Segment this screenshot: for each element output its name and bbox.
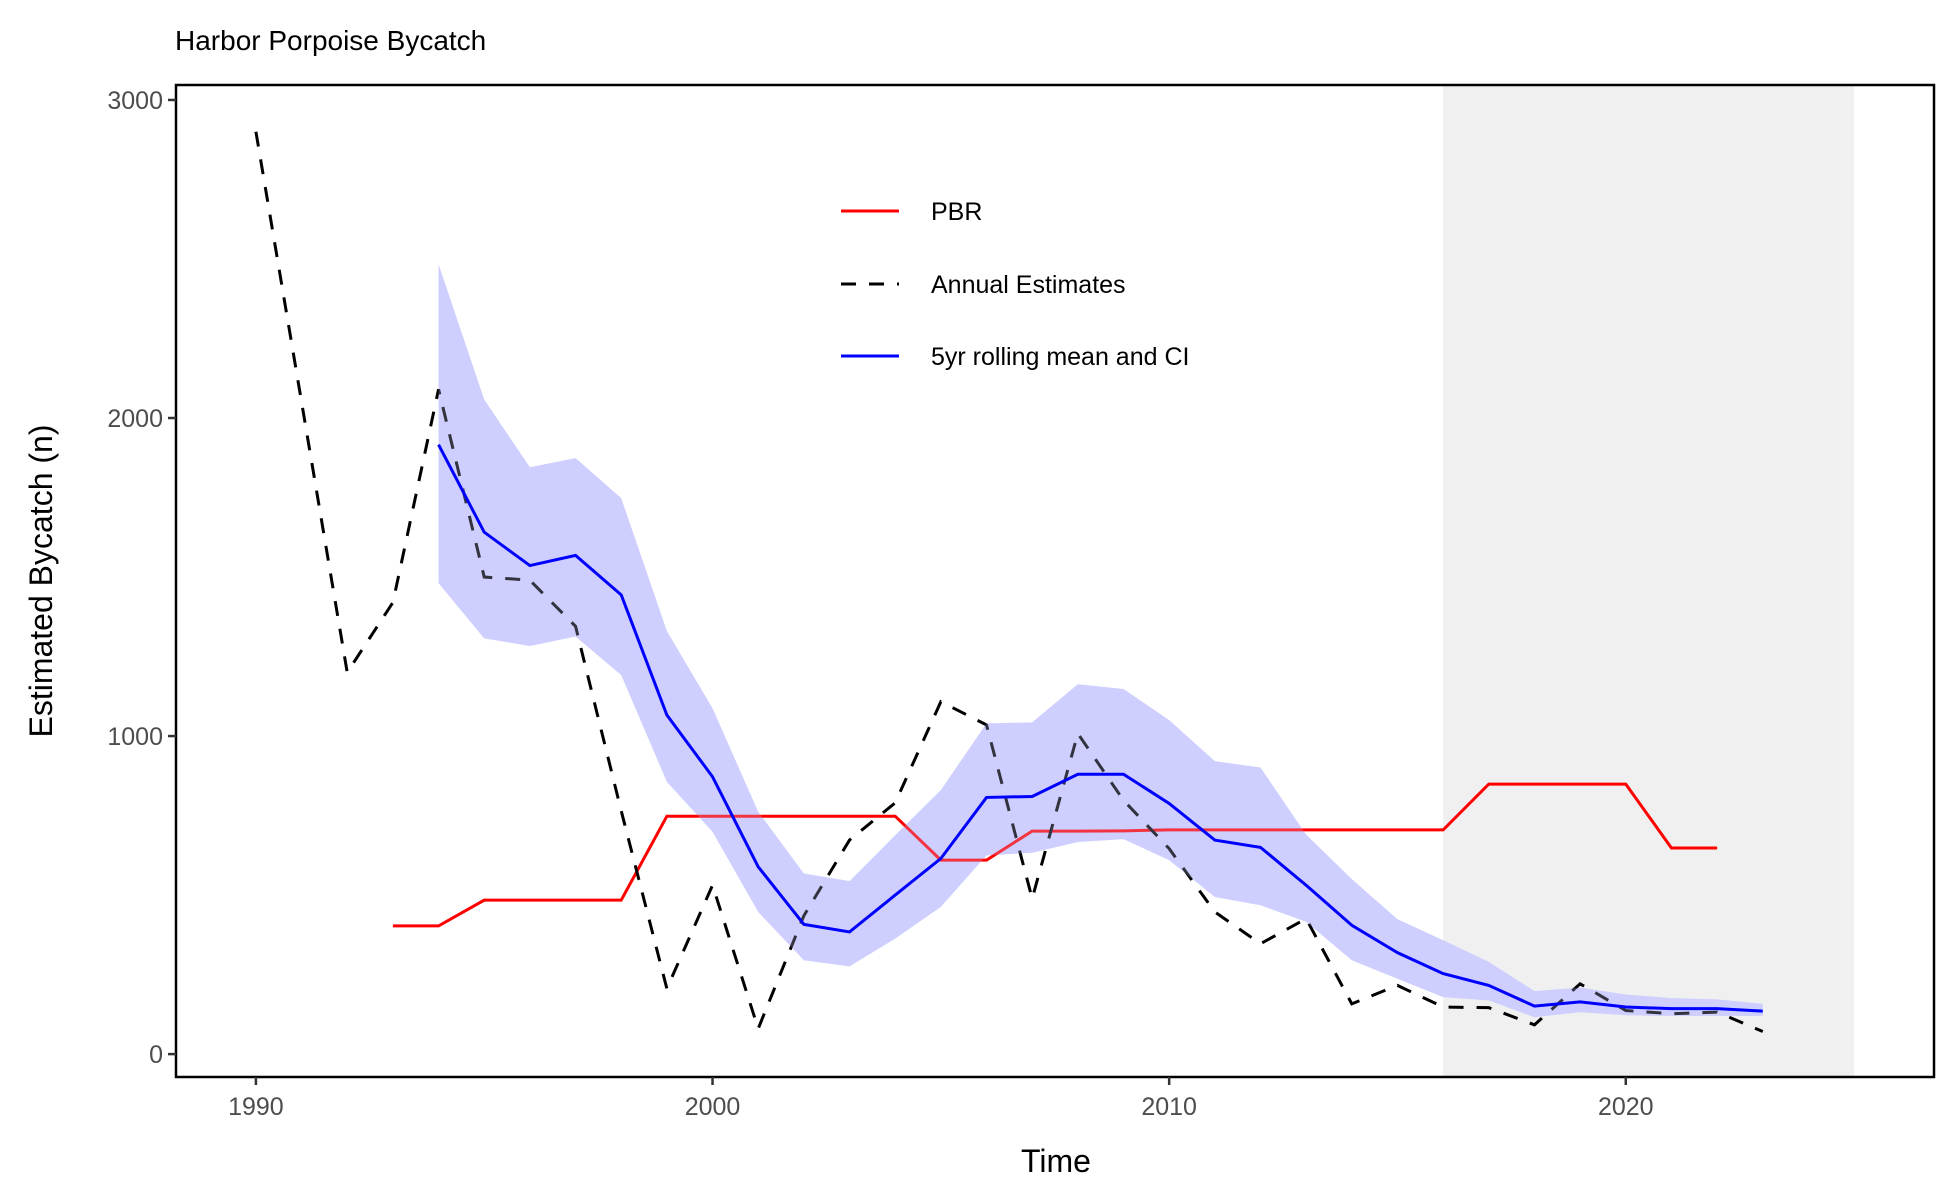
y-axis-title: Estimated Bycatch (n)	[23, 425, 59, 738]
ci-band	[438, 264, 1763, 1018]
x-tick-label: 1990	[228, 1093, 284, 1121]
legend-item-rolling-mean: 5yr rolling mean and CI	[841, 343, 1189, 371]
chart-title: Harbor Porpoise Bycatch	[175, 25, 486, 56]
y-tick-label: 1000	[107, 723, 163, 751]
x-tick-label: 2020	[1598, 1093, 1654, 1121]
shaded-region	[1443, 85, 1855, 1077]
annual-estimates-line	[254, 131, 1764, 1034]
x-axis: 1990 2000 2010 2020	[228, 1077, 1654, 1121]
y-tick-label: 0	[149, 1041, 163, 1069]
panel-border	[174, 83, 1936, 1079]
ci-band-overlay	[438, 264, 1763, 1018]
legend-label-rolling-mean: 5yr rolling mean and CI	[931, 343, 1189, 371]
y-axis: 0 1000 2000 3000	[107, 87, 176, 1069]
x-axis-title: Time	[1021, 1143, 1091, 1179]
series-layer	[254, 131, 1764, 1034]
y-tick-label: 2000	[107, 405, 163, 433]
legend-label-pbr: PBR	[931, 198, 982, 226]
pbr-line	[392, 782, 1718, 928]
plot-area	[174, 83, 1936, 1079]
legend-label-annual: Annual Estimates	[931, 271, 1126, 299]
legend-item-annual: Annual Estimates	[841, 271, 1126, 299]
rolling-mean-line	[437, 444, 1763, 1013]
x-tick-label: 2000	[685, 1093, 741, 1121]
x-tick-label: 2010	[1141, 1093, 1197, 1121]
legend: PBR Annual Estimates 5yr rolling mean an…	[841, 198, 1189, 371]
y-tick-label: 3000	[107, 87, 163, 115]
legend-item-pbr: PBR	[841, 198, 982, 226]
